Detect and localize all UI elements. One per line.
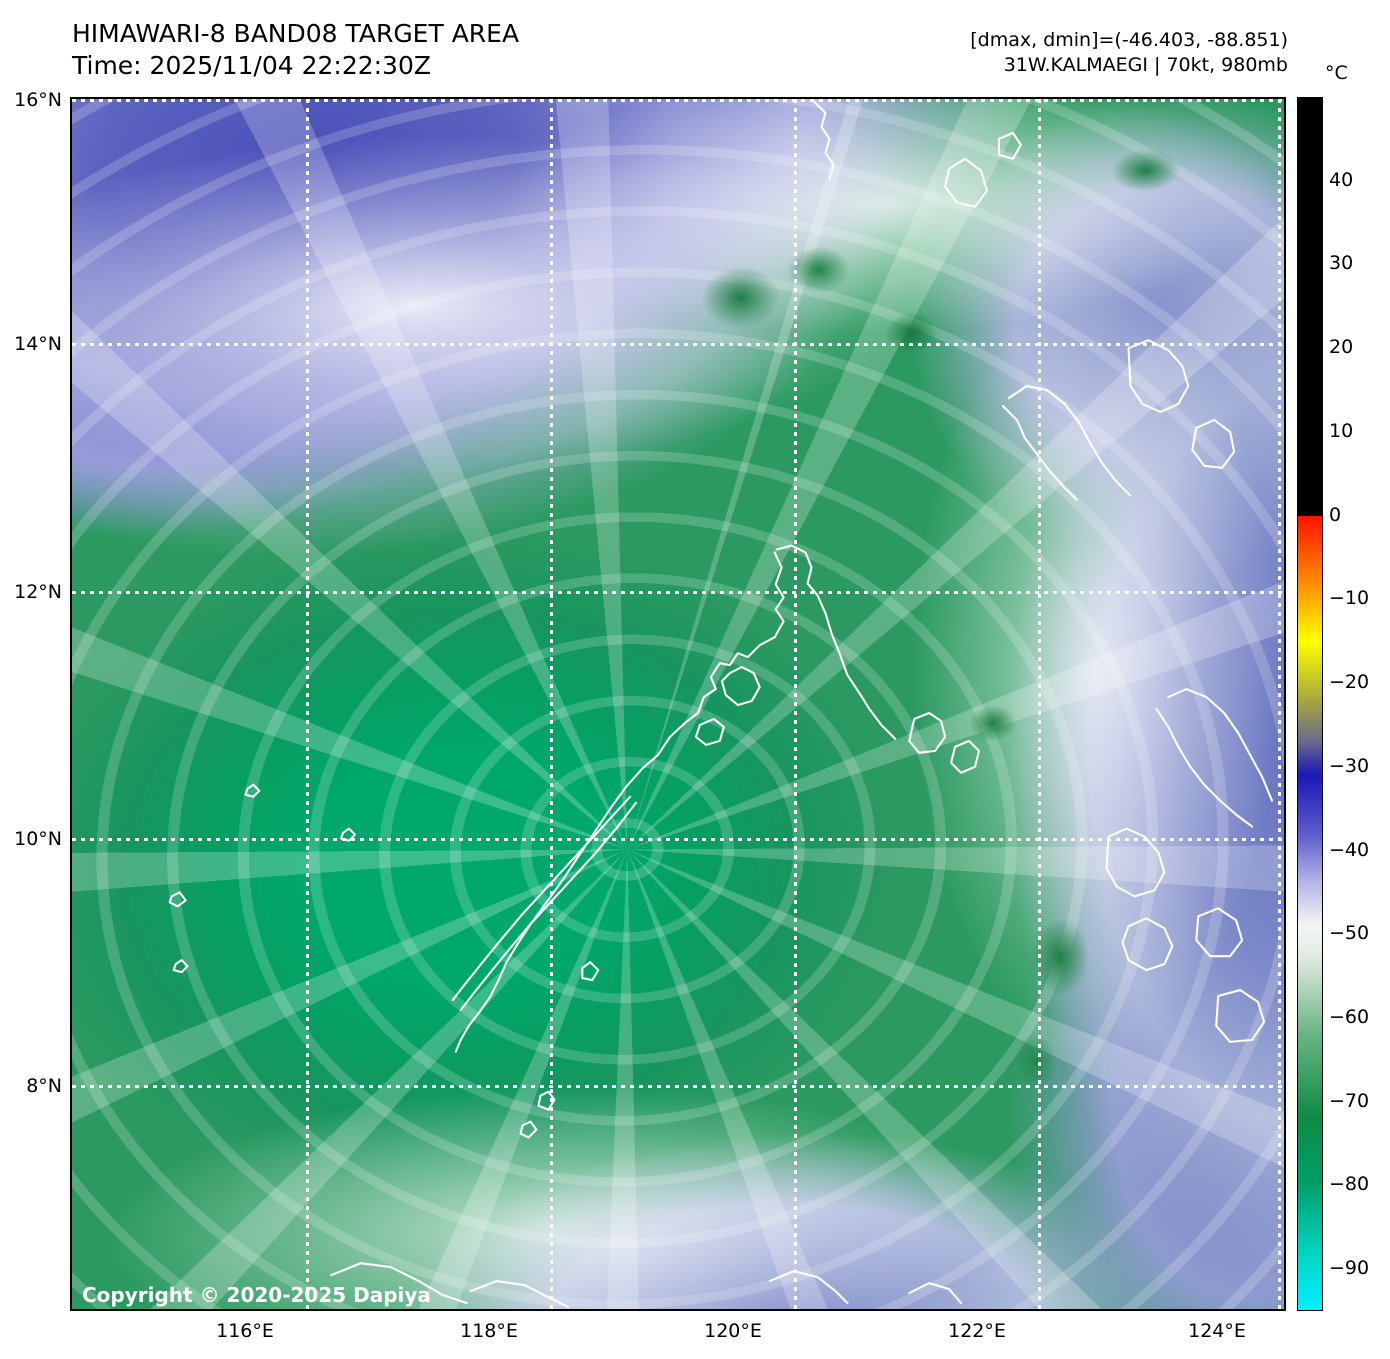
colorbar-tick-labels: 40 30 20 10 0 −10 −20 −30 −40 −50 −60 −70 −80 −90 — [1329, 97, 1389, 1311]
colorbar-tick-neg60: −60 — [1329, 1005, 1370, 1028]
page-title: HIMAWARI-8 BAND08 TARGET AREA — [72, 19, 520, 48]
coastline-overlay — [168, 99, 1274, 1309]
gridline-lat-14 — [72, 343, 1284, 346]
gridline-lat-10 — [72, 838, 1284, 841]
gridline-lon-122 — [1038, 99, 1041, 1309]
colorbar-unit-label: °C — [1325, 62, 1348, 84]
gridline-lon-120 — [794, 99, 797, 1309]
dmax-dmin-label: [dmax, dmin]=(-46.403, -88.851) — [970, 29, 1288, 51]
storm-info-label: 31W.KALMAEGI | 70kt, 980mb — [1003, 54, 1288, 76]
gridline-lon-116 — [306, 99, 309, 1309]
lat-tick-10: 10°N — [14, 828, 62, 850]
colorbar-tick-neg40: −40 — [1329, 838, 1370, 861]
colorbar-tick-neg10: −10 — [1329, 587, 1370, 610]
gridline-lat-8 — [72, 1085, 1284, 1088]
lat-tick-14: 14°N — [14, 333, 62, 355]
lat-tick-12: 12°N — [14, 581, 62, 603]
lat-tick-8: 8°N — [26, 1075, 62, 1097]
longitude-axis: 116°E 118°E 120°E 122°E 124°E — [0, 1320, 1390, 1350]
colorbar-tick-20: 20 — [1329, 336, 1354, 359]
copyright-label: Copyright © 2020-2025 Dapiya — [82, 1283, 431, 1307]
lon-tick-116: 116°E — [216, 1320, 274, 1342]
plot-clip — [72, 99, 1284, 1309]
metadata-block: [dmax, dmin]=(-46.403, -88.851) 31W.KALM… — [970, 28, 1288, 78]
colorbar-tick-10: 10 — [1329, 419, 1354, 442]
colorbar-tick-neg20: −20 — [1329, 671, 1370, 694]
colorbar-tick-30: 30 — [1329, 252, 1354, 275]
lon-tick-124: 124°E — [1188, 1320, 1246, 1342]
lat-tick-16: 16°N — [14, 89, 62, 111]
colorbar-gradient — [1298, 98, 1322, 1310]
colorbar-tick-0: 0 — [1329, 503, 1342, 526]
gridline-lon-118 — [550, 99, 553, 1309]
colorbar-tick-neg90: −90 — [1329, 1257, 1370, 1280]
colorbar-tick-40: 40 — [1329, 168, 1354, 191]
timestamp-label: Time: 2025/11/04 22:22:30Z — [72, 51, 431, 80]
colorbar-tick-neg70: −70 — [1329, 1089, 1370, 1112]
colorbar-tick-neg50: −50 — [1329, 922, 1370, 945]
title-block: HIMAWARI-8 BAND08 TARGET AREA Time: 2025… — [72, 18, 519, 82]
gridline-lat-16 — [72, 99, 1284, 102]
lon-tick-122: 122°E — [948, 1320, 1006, 1342]
temperature-colorbar — [1297, 97, 1323, 1311]
lon-tick-120: 120°E — [704, 1320, 762, 1342]
gridline-lat-12 — [72, 591, 1284, 594]
latitude-axis: 16°N 14°N 12°N 10°N 8°N — [0, 0, 62, 1359]
colorbar-tick-neg80: −80 — [1329, 1173, 1370, 1196]
lon-tick-118: 118°E — [460, 1320, 518, 1342]
gridline-lon-124 — [1278, 99, 1281, 1309]
satellite-plot-frame: Copyright © 2020-2025 Dapiya — [70, 97, 1286, 1311]
colorbar-tick-neg30: −30 — [1329, 754, 1370, 777]
